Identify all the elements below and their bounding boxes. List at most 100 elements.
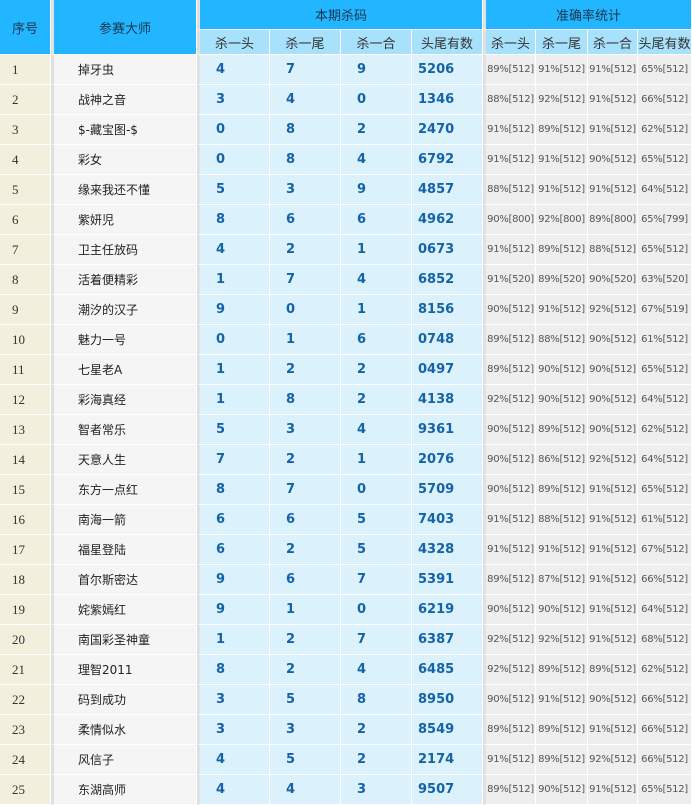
row-index: 9 [0, 295, 51, 325]
kill-head: 3 [197, 685, 270, 715]
master-name: 东方一点红 [51, 475, 197, 505]
kill-sum: 6 [341, 205, 412, 235]
header-master: 参赛大师 [51, 0, 197, 55]
header-stats-headtail: 头尾有数 [638, 30, 692, 55]
stats-tail: 91%[512] [536, 535, 589, 565]
kill-headtail: 4962 [412, 205, 484, 235]
kill-headtail: 8950 [412, 685, 484, 715]
stats-head: 89%[512] [483, 55, 537, 85]
header-kill-headtail: 头尾有数 [412, 30, 484, 55]
table-row: 12 彩海真经 1 8 2 4138 92%[512] 90%[512] 90%[512] 64%… [0, 385, 692, 415]
kill-sum: 8 [341, 685, 412, 715]
stats-headtail: 66%[512] [638, 685, 692, 715]
kill-tail: 8 [270, 145, 341, 175]
kill-sum: 9 [341, 175, 412, 205]
table-row: 3 $-藏宝图-$ 0 8 2 2470 91%[512] 89%[512] 91%[512] 6… [0, 115, 692, 145]
stats-head: 92%[512] [483, 625, 537, 655]
kill-sum: 7 [341, 625, 412, 655]
stats-tail: 92%[800] [536, 205, 589, 235]
master-name: 理智2011 [51, 655, 197, 685]
stats-sum: 91%[512] [588, 595, 639, 625]
kill-sum: 5 [341, 505, 412, 535]
kill-tail: 7 [270, 55, 341, 85]
stats-tail: 89%[512] [536, 415, 589, 445]
stats-headtail: 61%[512] [638, 325, 692, 355]
kill-headtail: 6792 [412, 145, 484, 175]
kill-tail: 5 [270, 685, 341, 715]
stats-tail: 89%[512] [536, 655, 589, 685]
stats-head: 89%[512] [483, 355, 537, 385]
stats-sum: 89%[800] [588, 205, 639, 235]
master-name: 风信子 [51, 745, 197, 775]
stats-head: 90%[512] [483, 445, 537, 475]
kill-head: 1 [197, 355, 270, 385]
stats-tail: 91%[512] [536, 145, 589, 175]
kill-head: 0 [197, 115, 270, 145]
stats-tail: 90%[512] [536, 355, 589, 385]
stats-head: 91%[512] [483, 235, 537, 265]
kill-head: 7 [197, 445, 270, 475]
kill-tail: 4 [270, 775, 341, 805]
kill-head: 0 [197, 325, 270, 355]
kill-tail: 2 [270, 355, 341, 385]
stats-head: 90%[512] [483, 475, 537, 505]
row-index: 3 [0, 115, 51, 145]
kill-sum: 4 [341, 145, 412, 175]
row-index: 25 [0, 775, 51, 805]
kill-head: 0 [197, 145, 270, 175]
stats-head: 89%[512] [483, 715, 537, 745]
stats-head: 90%[512] [483, 595, 537, 625]
master-name: 掉牙虫 [51, 55, 197, 85]
stats-tail: 92%[512] [536, 625, 589, 655]
master-name: 天意人生 [51, 445, 197, 475]
table-row: 25 东湖高师 4 4 3 9507 89%[512] 90%[512] 91%[512] 65%… [0, 775, 692, 805]
kill-headtail: 9361 [412, 415, 484, 445]
kill-tail: 3 [270, 415, 341, 445]
table-row: 15 东方一点红 8 7 0 5709 90%[512] 89%[512] 91%[512] 65… [0, 475, 692, 505]
kill-head: 6 [197, 535, 270, 565]
row-index: 1 [0, 55, 51, 85]
kill-head: 3 [197, 715, 270, 745]
header-stats-group: 准确率统计 [483, 0, 692, 30]
kill-headtail: 0748 [412, 325, 484, 355]
table-row: 4 彩女 0 8 4 6792 91%[512] 91%[512] 90%[512] 65%[51… [0, 145, 692, 175]
stats-head: 89%[512] [483, 565, 537, 595]
kill-headtail: 0673 [412, 235, 484, 265]
kill-sum: 1 [341, 445, 412, 475]
stats-head: 90%[512] [483, 415, 537, 445]
stats-head: 89%[512] [483, 325, 537, 355]
kill-sum: 3 [341, 775, 412, 805]
stats-sum: 90%[520] [588, 265, 639, 295]
master-name: 智者常乐 [51, 415, 197, 445]
stats-sum: 91%[512] [588, 715, 639, 745]
table-row: 9 潮汐的汉子 9 0 1 8156 90%[512] 91%[512] 92%[512] 67%… [0, 295, 692, 325]
stats-sum: 90%[512] [588, 325, 639, 355]
table-row: 23 柔情似水 3 3 2 8549 89%[512] 89%[512] 91%[512] 66%… [0, 715, 692, 745]
stats-sum: 90%[512] [588, 145, 639, 175]
stats-head: 88%[512] [483, 175, 537, 205]
stats-tail: 91%[512] [536, 295, 589, 325]
kill-sum: 0 [341, 475, 412, 505]
stats-sum: 91%[512] [588, 475, 639, 505]
master-name: $-藏宝图-$ [51, 115, 197, 145]
stats-headtail: 65%[512] [638, 475, 692, 505]
stats-tail: 89%[512] [536, 715, 589, 745]
kill-headtail: 6852 [412, 265, 484, 295]
row-index: 23 [0, 715, 51, 745]
kill-sum: 6 [341, 325, 412, 355]
table-row: 24 风信子 4 5 2 2174 91%[512] 89%[512] 92%[512] 66%[… [0, 745, 692, 775]
stats-headtail: 66%[512] [638, 715, 692, 745]
stats-tail: 86%[512] [536, 445, 589, 475]
kill-headtail: 4857 [412, 175, 484, 205]
kill-head: 3 [197, 85, 270, 115]
kill-tail: 2 [270, 445, 341, 475]
row-index: 12 [0, 385, 51, 415]
table-row: 11 七星老A 1 2 2 0497 89%[512] 90%[512] 90%[512] 65%… [0, 355, 692, 385]
kill-tail: 7 [270, 475, 341, 505]
stats-headtail: 61%[512] [638, 505, 692, 535]
stats-head: 90%[512] [483, 685, 537, 715]
kill-sum: 4 [341, 415, 412, 445]
stats-sum: 88%[512] [588, 235, 639, 265]
kill-headtail: 5709 [412, 475, 484, 505]
kill-head: 4 [197, 55, 270, 85]
